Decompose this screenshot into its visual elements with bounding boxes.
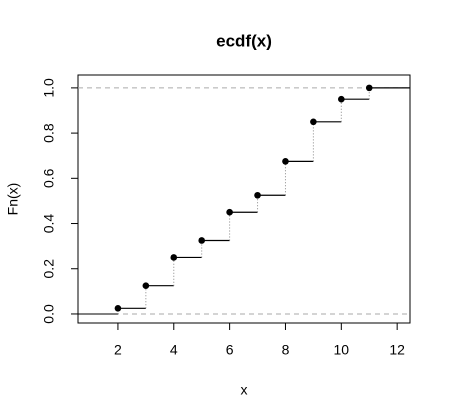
x-tick-label: 6 [226,342,234,358]
y-tick-label: 1.0 [41,78,57,98]
point [142,282,150,289]
x-tick-label: 10 [334,342,350,358]
y-axis-label: Fn(x) [5,183,21,216]
y-tick-label: 0.4 [41,214,57,234]
y-tick-label: 0.2 [41,259,57,279]
y-tick-label: 0.6 [41,168,57,188]
x-tick-label: 12 [389,342,405,358]
point [226,208,233,216]
x-axis-label: x [241,382,248,398]
y-tick-label: 0.0 [41,304,57,324]
point [282,158,289,165]
point [170,254,178,261]
point [254,191,261,199]
x-tick-label: 8 [282,342,290,358]
plot-box [77,74,411,324]
x-tick-label: 2 [114,342,122,358]
point [114,305,122,312]
x-tick-label: 4 [170,342,178,358]
point [198,237,205,244]
point [365,84,373,92]
point [338,95,345,103]
y-tick-label: 0.8 [41,123,57,143]
point [310,118,317,126]
chart-title: ecdf(x) [216,31,272,50]
